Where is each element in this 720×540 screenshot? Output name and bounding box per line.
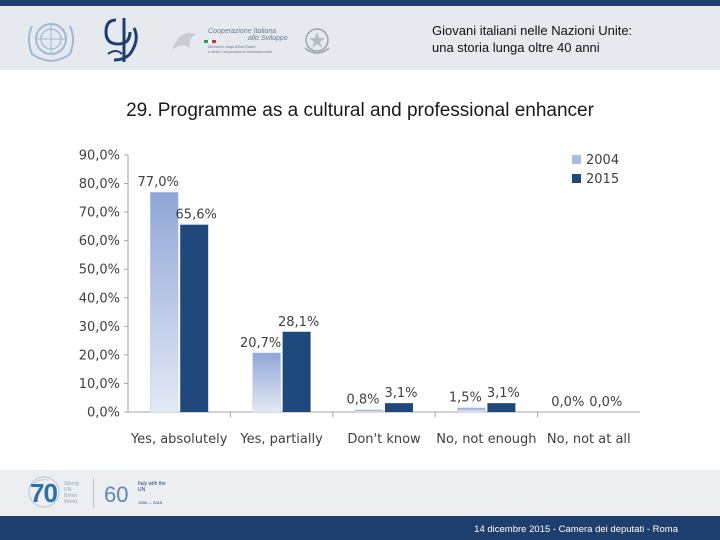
data-label-2015-0: 65,6% [176,208,217,223]
header-title: Giovani italiani nelle Nazioni Unite: un… [432,22,632,56]
bar-2004-3 [457,407,486,413]
cooperazione-label: Cooperazione Italiana allo Sviluppo Mini… [208,28,288,54]
cooperazione-italiana-icon [172,32,216,50]
un70-logo-icon [28,476,60,508]
y-tick-label: 90,0% [79,149,120,164]
y-tick-label: 80,0% [79,177,120,192]
legend-swatch-2015 [572,174,581,183]
y-tick-label: 60,0% [79,234,120,249]
footer-text: 14 dicembre 2015 - Camera dei deputati -… [474,524,678,535]
y-tick-label: 0,0% [87,406,120,421]
x-tick-label: No, not at all [547,432,631,447]
legend-label-2004: 2004 [586,153,619,168]
y-tick-label: 40,0% [79,291,120,306]
italy-un60-years: 1955 — 2015 [138,500,163,505]
footer-divider [93,478,94,508]
top-bar [0,0,720,6]
cooperazione-sub2: e della Cooperazione Internazionale [208,49,273,54]
y-tick-label: 10,0% [79,377,120,392]
legend-label-2015: 2015 [586,172,619,187]
data-label-2004-0: 77,0% [138,175,179,190]
data-label-2004-3: 1,5% [449,391,482,406]
bar-2004-2 [354,409,384,413]
bottom-bar [0,516,720,540]
data-label-2015-3: 3,1% [487,386,520,401]
y-tick-label: 70,0% [79,206,120,221]
data-label-2004-4: 0,0% [551,395,584,410]
cooperazione-line1: Cooperazione Italiana [208,28,277,35]
republic-emblem-icon [304,28,330,54]
x-tick-label: Yes, partially [239,432,323,447]
ministry-monogram-icon [104,18,138,62]
un70-number: 70 [30,478,58,508]
bar-2004-1 [252,352,281,413]
bar-2004-0 [149,191,179,413]
bar-2015-3 [487,403,516,412]
header-title-line2: una storia lunga oltre 40 anni [432,40,600,55]
legend-swatch-2004 [572,155,581,164]
x-tick-label: No, not enough [436,432,536,447]
x-tick-label: Don't know [347,432,421,447]
slide-title: 29. Programme as a cultural and professi… [126,100,594,121]
data-label-2004-2: 0,8% [346,393,379,408]
data-label-2015-4: 0,0% [589,395,622,410]
y-tick-label: 50,0% [79,263,120,278]
bar-2015-2 [385,403,413,412]
bar-2015-1 [282,331,311,412]
x-tick-label: Yes, absolutely [130,432,228,447]
un70-tagline: Strong UN. Better World. [64,481,79,505]
cooperazione-sub1: Ministero degli Affari Esteri [208,44,256,49]
italy-un60-number: 60 [104,482,129,507]
data-label-2015-1: 28,1% [278,315,319,330]
y-tick-label: 20,0% [79,348,120,363]
y-tick-label: 30,0% [79,320,120,335]
data-label-2004-1: 20,7% [240,336,281,351]
un-emblem-icon [28,23,74,62]
data-label-2015-2: 3,1% [384,386,417,401]
header-title-line1: Giovani italiani nelle Nazioni Unite: [432,23,633,38]
italy-un60-text: Italy with the UN [138,481,166,493]
bar-2015-0 [180,224,209,412]
cooperazione-line2: allo Sviluppo [248,35,288,42]
footer-band [0,470,720,516]
